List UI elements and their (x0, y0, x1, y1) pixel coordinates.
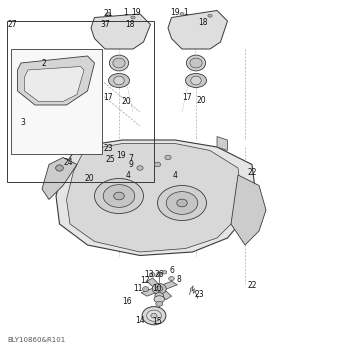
Text: 1: 1 (183, 8, 188, 17)
Ellipse shape (156, 301, 163, 306)
Text: 3: 3 (20, 118, 25, 127)
Ellipse shape (158, 186, 206, 220)
Ellipse shape (155, 293, 164, 299)
Polygon shape (147, 278, 162, 291)
Polygon shape (18, 56, 95, 105)
Polygon shape (217, 136, 228, 150)
Ellipse shape (152, 284, 166, 294)
Ellipse shape (147, 310, 161, 321)
Polygon shape (157, 281, 177, 292)
Text: 11: 11 (133, 284, 143, 293)
Text: 20: 20 (121, 97, 131, 106)
Ellipse shape (110, 55, 129, 71)
Polygon shape (66, 136, 77, 150)
Polygon shape (168, 10, 228, 49)
Text: 23: 23 (104, 144, 113, 153)
Text: 19: 19 (116, 151, 126, 160)
Ellipse shape (131, 16, 135, 19)
Ellipse shape (156, 286, 163, 291)
Text: 12: 12 (140, 276, 150, 285)
Ellipse shape (162, 271, 167, 274)
Text: 9: 9 (129, 160, 134, 169)
Ellipse shape (56, 165, 63, 171)
Ellipse shape (114, 76, 124, 85)
Polygon shape (56, 140, 255, 256)
Text: 17: 17 (104, 93, 113, 103)
Ellipse shape (190, 58, 202, 68)
Ellipse shape (108, 74, 130, 88)
Polygon shape (66, 144, 241, 252)
Text: 26: 26 (154, 270, 164, 279)
Ellipse shape (177, 199, 187, 207)
Ellipse shape (165, 155, 171, 160)
Text: BLY10860&R101: BLY10860&R101 (7, 337, 65, 343)
Text: 1: 1 (123, 8, 128, 17)
Polygon shape (42, 158, 77, 199)
Text: 21: 21 (104, 9, 113, 19)
Text: 24: 24 (63, 158, 73, 167)
Text: 27: 27 (7, 20, 17, 29)
Ellipse shape (180, 13, 184, 15)
Text: 23: 23 (195, 290, 204, 299)
Text: 15: 15 (153, 317, 162, 326)
Text: 20: 20 (196, 96, 206, 105)
Ellipse shape (114, 192, 124, 200)
Text: 18: 18 (198, 18, 208, 27)
Text: 4: 4 (125, 170, 130, 180)
Ellipse shape (166, 192, 198, 214)
Text: 19: 19 (132, 8, 141, 17)
Text: 10: 10 (152, 284, 162, 293)
Ellipse shape (137, 166, 143, 170)
Ellipse shape (94, 178, 144, 214)
Ellipse shape (154, 296, 164, 303)
Ellipse shape (142, 287, 149, 292)
Text: 2: 2 (41, 58, 46, 68)
Text: 20: 20 (84, 174, 94, 183)
Polygon shape (141, 286, 161, 296)
Ellipse shape (187, 55, 206, 71)
Ellipse shape (191, 76, 201, 85)
Ellipse shape (113, 58, 125, 68)
Ellipse shape (103, 185, 135, 207)
Bar (10, 49, 102, 154)
Text: 19: 19 (170, 8, 180, 17)
Text: 13: 13 (144, 270, 154, 279)
Text: 8: 8 (176, 275, 181, 285)
Ellipse shape (149, 273, 155, 277)
Ellipse shape (142, 307, 166, 325)
Text: 22: 22 (247, 281, 257, 290)
Text: 6: 6 (169, 266, 174, 275)
Polygon shape (91, 14, 150, 49)
Text: 7: 7 (129, 154, 134, 163)
Polygon shape (231, 175, 266, 245)
Text: 16: 16 (122, 296, 132, 306)
Ellipse shape (154, 162, 161, 167)
Text: 14: 14 (135, 316, 145, 325)
Text: 18: 18 (125, 20, 134, 29)
Ellipse shape (157, 272, 162, 275)
Bar (7, 21, 154, 182)
Ellipse shape (106, 13, 111, 15)
Polygon shape (25, 66, 84, 102)
Ellipse shape (186, 74, 206, 88)
Text: 4: 4 (173, 170, 177, 180)
Text: 22: 22 (247, 168, 257, 177)
Text: 37: 37 (100, 20, 110, 29)
Text: 25: 25 (105, 155, 115, 164)
Ellipse shape (151, 314, 157, 318)
Ellipse shape (208, 14, 212, 17)
Polygon shape (156, 287, 172, 300)
Ellipse shape (169, 276, 174, 281)
Text: 17: 17 (182, 93, 192, 103)
